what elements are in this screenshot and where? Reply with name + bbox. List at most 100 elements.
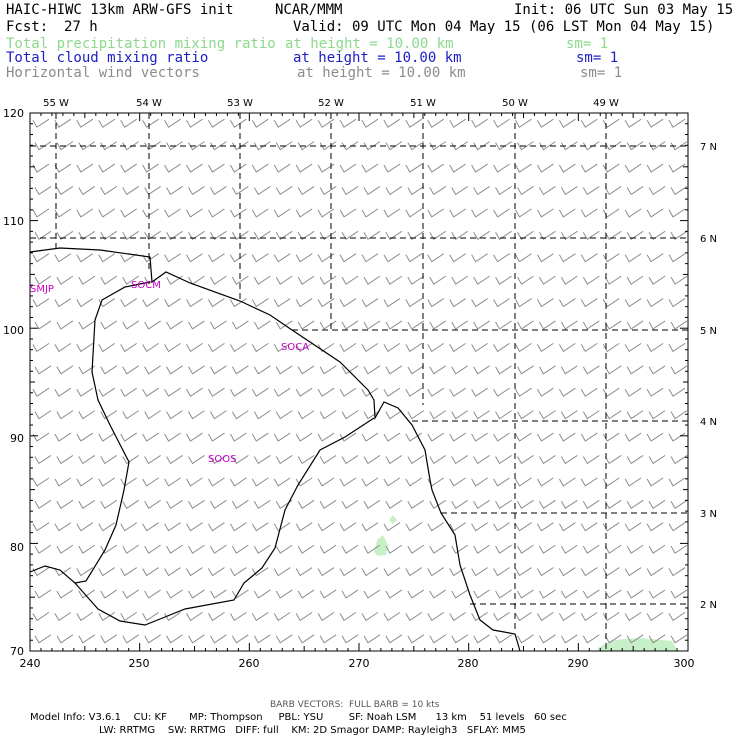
wind-barb [558,298,576,308]
latitude-label: 2 N [700,600,717,611]
wind-barb [166,275,183,285]
wind-barb [626,230,644,241]
wind-barb [319,141,337,151]
wind-barb [34,230,52,241]
wind-barb [273,522,291,532]
wind-barb [166,141,183,151]
wind-barb [186,387,203,397]
wind-barb [34,365,52,375]
wind-barb [517,275,534,285]
wind-barb [449,432,466,442]
wind-barb [427,253,445,263]
wind-barb [427,208,445,218]
wind-barb [560,544,578,554]
wind-barb [253,499,271,510]
wind-barb [515,567,532,577]
wind-barb [538,186,556,196]
wind-barb [407,544,425,554]
wind-barb [209,455,227,465]
wind-barb [229,208,247,218]
wind-barb [405,387,423,397]
wind-barb [275,320,293,330]
wind-barb [341,455,359,465]
wind-barb [100,275,118,285]
wind-barb [78,634,96,644]
wind-barb [166,634,183,644]
wind-barb [580,163,598,173]
wind-barb [76,253,94,263]
wind-barb [538,544,556,554]
wind-barb [297,186,315,196]
wind-barb [297,230,315,241]
wind-barb [231,186,249,196]
wind-barb [142,298,159,308]
wind-barb [253,410,271,420]
wind-barb [363,141,381,151]
wind-barb [648,410,666,420]
wind-barb [120,253,137,263]
coastline [29,247,521,652]
wind-barb [670,589,688,599]
wind-barb [78,275,96,285]
wind-barb [473,589,490,599]
wind-barb [317,567,335,577]
wind-barb [341,230,359,241]
wind-barb [668,567,686,577]
wind-barb [646,567,664,577]
wind-barb [407,455,425,465]
wind-barb [253,455,271,465]
wind-barb [54,118,72,128]
longitude-label: 53 W [227,98,253,109]
wind-barb [602,477,620,487]
wind-barb [383,567,401,577]
wind-barb [493,611,510,622]
precip-patch [389,515,397,524]
wind-barb [317,342,335,353]
wind-barb [207,522,225,532]
wind-barb [209,499,227,510]
wind-barb [582,186,600,196]
wind-barb [166,455,183,465]
wind-barb [98,387,116,397]
wind-barb [122,365,139,375]
wind-barb [670,320,688,330]
wind-barb [297,634,315,644]
y-tick-label: 120 [3,107,24,120]
wind-barb [429,499,447,510]
wind-barb [517,410,534,420]
region-label-soos: SOOS [208,454,236,465]
wind-barb [341,186,359,196]
wind-barb [493,387,510,397]
wind-barb [251,118,269,128]
wind-barb [142,477,159,487]
wind-barb [209,186,227,196]
wind-barb [626,410,644,420]
wind-barb [429,230,447,241]
wind-barb [295,163,313,173]
wind-barb [536,118,554,128]
wind-barb [604,320,622,330]
wind-barb [339,253,357,263]
wind-barb [78,455,96,465]
wind-barb [517,634,534,644]
wind-barb [536,567,554,577]
wind-barb [427,611,445,622]
wind-barb [515,298,532,308]
wind-barb [473,499,490,510]
wind-barb [582,634,600,644]
wind-barb [471,477,488,487]
wind-barb [383,387,401,397]
wind-barb [120,432,137,442]
wind-barb [188,634,205,644]
wind-barb [122,230,139,241]
wind-barb [273,342,291,353]
wind-barb [251,298,269,308]
wind-barb [471,298,488,308]
wind-barb [604,186,622,196]
wind-barb [451,365,468,375]
wind-barb [648,634,666,644]
wind-barb [142,342,159,353]
wind-barb [648,275,666,285]
wind-barb [385,634,403,644]
wind-barb [646,118,664,128]
